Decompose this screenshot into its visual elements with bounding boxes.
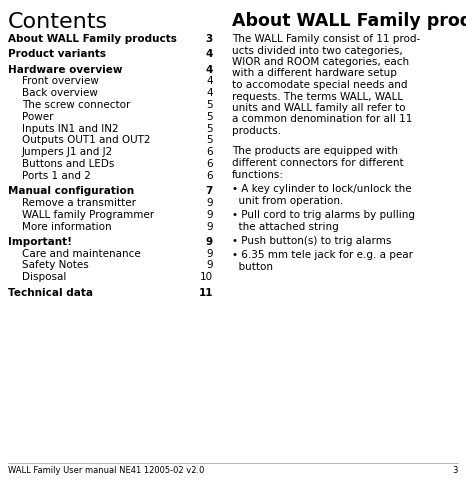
Text: Ports 1 and 2: Ports 1 and 2 [22, 171, 91, 181]
Text: Remove a transmitter: Remove a transmitter [22, 198, 136, 208]
Text: 5: 5 [206, 100, 213, 110]
Text: Safety Notes: Safety Notes [22, 260, 89, 271]
Text: 10: 10 [200, 272, 213, 282]
Text: Important!: Important! [8, 237, 72, 247]
Text: The screw connector: The screw connector [22, 100, 130, 110]
Text: Technical data: Technical data [8, 287, 93, 298]
Text: WALL family Programmer: WALL family Programmer [22, 210, 154, 220]
Text: Product variants: Product variants [8, 49, 106, 60]
Text: 9: 9 [206, 198, 213, 208]
Text: Contents: Contents [8, 12, 108, 32]
Text: WIOR and ROOM categories, each: WIOR and ROOM categories, each [232, 57, 409, 67]
Text: Back overview: Back overview [22, 88, 98, 98]
Text: 9: 9 [206, 260, 213, 271]
Text: • Pull cord to trig alarms by pulling: • Pull cord to trig alarms by pulling [232, 210, 415, 220]
Text: About WALL Family products: About WALL Family products [8, 34, 177, 44]
Text: Care and maintenance: Care and maintenance [22, 249, 141, 258]
Text: the attached string: the attached string [232, 222, 339, 231]
Text: 9: 9 [206, 222, 213, 231]
Text: to accomodate special needs and: to accomodate special needs and [232, 80, 407, 90]
Text: units and WALL family all refer to: units and WALL family all refer to [232, 103, 405, 113]
Text: Jumpers J1 and J2: Jumpers J1 and J2 [22, 147, 113, 157]
Text: Inputs IN1 and IN2: Inputs IN1 and IN2 [22, 123, 119, 134]
Text: 3: 3 [206, 34, 213, 44]
Text: functions:: functions: [232, 169, 284, 180]
Text: Buttons and LEDs: Buttons and LEDs [22, 159, 114, 169]
Text: 9: 9 [206, 249, 213, 258]
Text: products.: products. [232, 126, 281, 136]
Text: • 6.35 mm tele jack for e.g. a pear: • 6.35 mm tele jack for e.g. a pear [232, 251, 413, 260]
Text: Power: Power [22, 112, 54, 122]
Text: 6: 6 [206, 147, 213, 157]
Text: 4: 4 [206, 49, 213, 60]
Text: Outputs OUT1 and OUT2: Outputs OUT1 and OUT2 [22, 136, 151, 145]
Text: button: button [232, 262, 273, 272]
Text: 5: 5 [206, 123, 213, 134]
Text: Hardware overview: Hardware overview [8, 64, 123, 75]
Text: 5: 5 [206, 136, 213, 145]
Text: More information: More information [22, 222, 112, 231]
Text: 4: 4 [206, 76, 213, 87]
Text: 9: 9 [206, 210, 213, 220]
Text: Manual configuration: Manual configuration [8, 186, 134, 196]
Text: The products are equipped with: The products are equipped with [232, 147, 398, 156]
Text: 6: 6 [206, 159, 213, 169]
Text: The WALL Family consist of 11 prod-: The WALL Family consist of 11 prod- [232, 34, 420, 44]
Text: a common denomination for all 11: a common denomination for all 11 [232, 115, 412, 124]
Text: 3: 3 [452, 466, 458, 475]
Text: 11: 11 [199, 287, 213, 298]
Text: Front overview: Front overview [22, 76, 99, 87]
Text: 4: 4 [206, 88, 213, 98]
Text: 5: 5 [206, 112, 213, 122]
Text: requests. The terms WALL, WALL: requests. The terms WALL, WALL [232, 91, 403, 102]
Text: 7: 7 [206, 186, 213, 196]
Text: different connectors for different: different connectors for different [232, 158, 404, 168]
Text: unit from operation.: unit from operation. [232, 196, 343, 206]
Text: Disposal: Disposal [22, 272, 66, 282]
Text: 4: 4 [206, 64, 213, 75]
Text: 9: 9 [206, 237, 213, 247]
Text: 6: 6 [206, 171, 213, 181]
Text: with a different hardware setup: with a different hardware setup [232, 69, 397, 78]
Text: ucts divided into two categories,: ucts divided into two categories, [232, 45, 403, 56]
Text: • Push button(s) to trig alarms: • Push button(s) to trig alarms [232, 236, 391, 246]
Text: About WALL Family products: About WALL Family products [232, 12, 466, 30]
Text: WALL Family User manual NE41 12005-02 v2.0: WALL Family User manual NE41 12005-02 v2… [8, 466, 205, 475]
Text: • A key cylinder to lock/unlock the: • A key cylinder to lock/unlock the [232, 184, 411, 194]
